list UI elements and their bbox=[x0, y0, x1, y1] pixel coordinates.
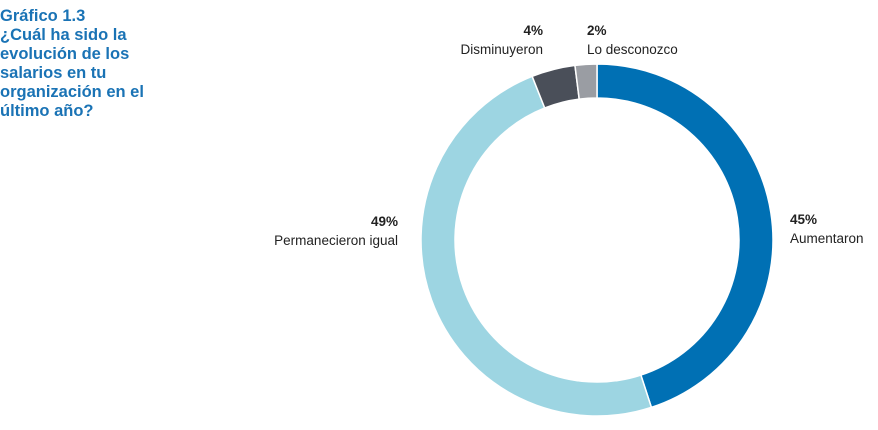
chart-title: Gráfico 1.3 ¿Cuál ha sido la evolución d… bbox=[0, 7, 190, 121]
slice-lo-desconozco bbox=[574, 63, 598, 100]
value-label-lo-desconozco: 2% bbox=[587, 23, 607, 38]
value-label-permanecieron-igual: 49% bbox=[371, 214, 398, 229]
slice-aumentaron bbox=[596, 63, 774, 409]
category-label-aumentaron: Aumentaron bbox=[790, 231, 864, 246]
figure-number: Gráfico 1.3 bbox=[0, 7, 86, 25]
title-line-3: salarios en tu bbox=[0, 64, 107, 82]
value-label-aumentaron: 45% bbox=[790, 212, 817, 227]
category-label-permanecieron-igual: Permanecieron igual bbox=[274, 233, 398, 248]
title-line-5: último año? bbox=[0, 102, 94, 120]
category-label-disminuyeron: Disminuyeron bbox=[460, 42, 543, 57]
donut-slices bbox=[420, 63, 774, 417]
value-label-disminuyeron: 4% bbox=[523, 23, 543, 38]
title-line-2: evolución de los bbox=[0, 45, 130, 63]
title-line-4: organización en el bbox=[0, 83, 144, 101]
category-label-lo-desconozco: Lo desconozco bbox=[587, 42, 678, 57]
slice-permanecieron-igual bbox=[420, 75, 653, 417]
title-line-1: ¿Cuál ha sido la bbox=[0, 26, 127, 44]
